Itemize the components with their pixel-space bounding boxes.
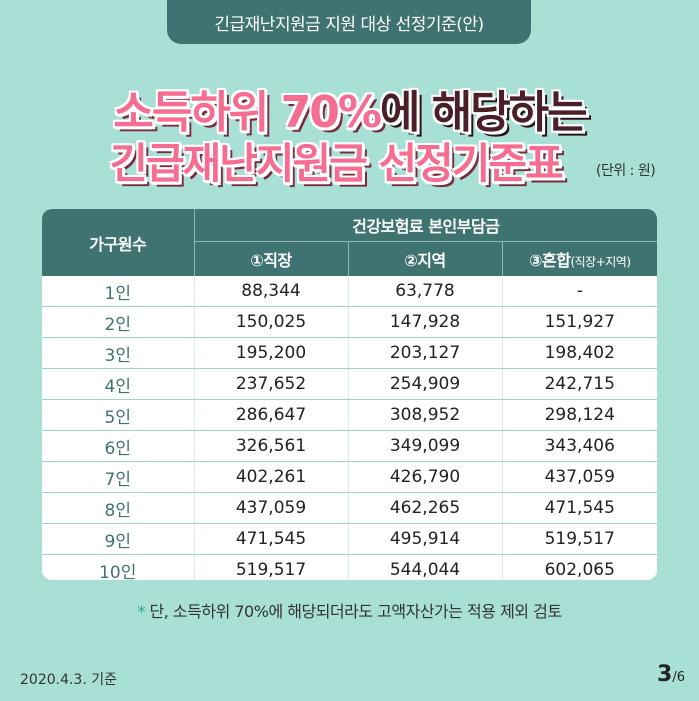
unit-label: (단위 : 원) <box>596 163 656 179</box>
amount-cell: 519,517 <box>193 554 348 580</box>
amount-cell: 254,909 <box>347 368 502 400</box>
amount-cell: 147,928 <box>347 306 502 338</box>
headline-rest: 에 해당하는 <box>379 87 588 138</box>
amount-cell: 150,025 <box>193 306 348 338</box>
household-size-cell: 9인 <box>42 523 194 555</box>
col-header-mixed-sub: (직장+지역) <box>570 255 631 269</box>
col-header-workplace: ①직장 <box>194 241 348 276</box>
amount-cell: 308,952 <box>347 399 502 431</box>
household-size-cell: 3인 <box>42 337 194 369</box>
col-header-mixed: ③혼합(직장+지역) <box>501 241 657 276</box>
table-row: 7인 402,261 426,790 437,059 <box>42 461 657 493</box>
table-row: 3인 195,200 203,127 198,402 <box>42 337 657 369</box>
group-header-premium: 건강보험료 본인부담금 <box>194 209 657 242</box>
base-date: 2020.4.3. 기준 <box>20 672 118 688</box>
household-size-cell: 6인 <box>42 430 194 462</box>
amount-cell: 426,790 <box>347 461 502 493</box>
amount-cell: 326,561 <box>193 430 348 462</box>
household-size-cell: 10인 <box>99 562 137 581</box>
headline-highlight: 소득하위 70% <box>113 87 382 138</box>
footnote-star: * <box>137 602 145 621</box>
amount-cell: 198,402 <box>501 337 657 369</box>
col-header-mixed-main: ③혼합 <box>528 251 571 270</box>
table-row: 6인 326,561 349,099 343,406 <box>42 430 657 462</box>
amount-cell: 343,406 <box>501 430 657 462</box>
table-row: 9인 471,545 495,914 519,517 <box>42 523 657 555</box>
amount-cell: 242,715 <box>501 368 657 400</box>
amount-cell: 298,124 <box>501 399 657 431</box>
headline-line2: 긴급재난지원금 선정기준표 <box>109 139 563 188</box>
household-size-cell: 4인 <box>42 368 194 400</box>
amount-cell: 437,059 <box>193 492 348 524</box>
amount-cell: 495,914 <box>347 523 502 555</box>
table-row: 1인 88,344 63,778- <box>42 276 657 307</box>
amount-cell: 237,652 <box>193 368 348 400</box>
amount-cell: 471,545 <box>193 523 348 555</box>
footnote-text: 단, 소득하위 70%에 해당되더라도 고액자산가는 적용 제외 검토 <box>144 602 563 621</box>
household-size-cell: 1인 <box>42 276 194 307</box>
amount-cell: - <box>501 276 657 307</box>
table-row: 4인 237,652 254,909 242,715 <box>42 368 657 400</box>
amount-cell: 602,065 <box>501 554 657 580</box>
table-row: 8인 437,059 462,265 471,545 <box>42 492 657 524</box>
household-size-cell: 7인 <box>42 461 194 493</box>
table-row: 10인 519,517 544,044 602,065 <box>42 554 657 581</box>
row-header-household: 가구원수 <box>42 209 195 276</box>
amount-cell: 519,517 <box>501 523 657 555</box>
household-size-cell: 8인 <box>42 492 194 524</box>
table-row: 5인 286,647 308,952 298,124 <box>42 399 657 431</box>
amount-cell: 203,127 <box>347 337 502 369</box>
amount-cell: 151,927 <box>501 306 657 338</box>
amount-cell: 402,261 <box>193 461 348 493</box>
header-tab: 긴급재난지원금 지원 대상 선정기준(안) <box>167 0 531 44</box>
amount-cell: 63,778 <box>347 276 502 307</box>
amount-cell: 88,344 <box>193 276 348 307</box>
amount-cell: 544,044 <box>347 554 502 580</box>
col-header-regional: ②지역 <box>347 241 502 276</box>
page-indicator: 3/6 <box>657 662 685 687</box>
criteria-table: 가구원수 건강보험료 본인부담금 ①직장 ②지역 ③혼합(직장+지역) 1인 88… <box>42 209 657 580</box>
amount-cell: 286,647 <box>193 399 348 431</box>
header-title: 긴급재난지원금 지원 대상 선정기준(안) <box>214 14 484 35</box>
amount-cell: 349,099 <box>347 430 502 462</box>
household-size-cell: 5인 <box>42 399 194 431</box>
page-total: /6 <box>672 670 685 685</box>
amount-cell: 195,200 <box>193 337 348 369</box>
table-row: 2인 150,025 147,928 151,927 <box>42 306 657 338</box>
amount-cell: 471,545 <box>501 492 657 524</box>
headline-line1: 소득하위 70%에 해당하는 <box>0 76 699 140</box>
page-current: 3 <box>657 662 673 687</box>
household-size-cell: 2인 <box>42 306 194 338</box>
amount-cell: 437,059 <box>501 461 657 493</box>
footnote: * 단, 소득하위 70%에 해당되더라도 고액자산가는 적용 제외 검토 <box>0 598 699 622</box>
amount-cell: 462,265 <box>347 492 502 524</box>
